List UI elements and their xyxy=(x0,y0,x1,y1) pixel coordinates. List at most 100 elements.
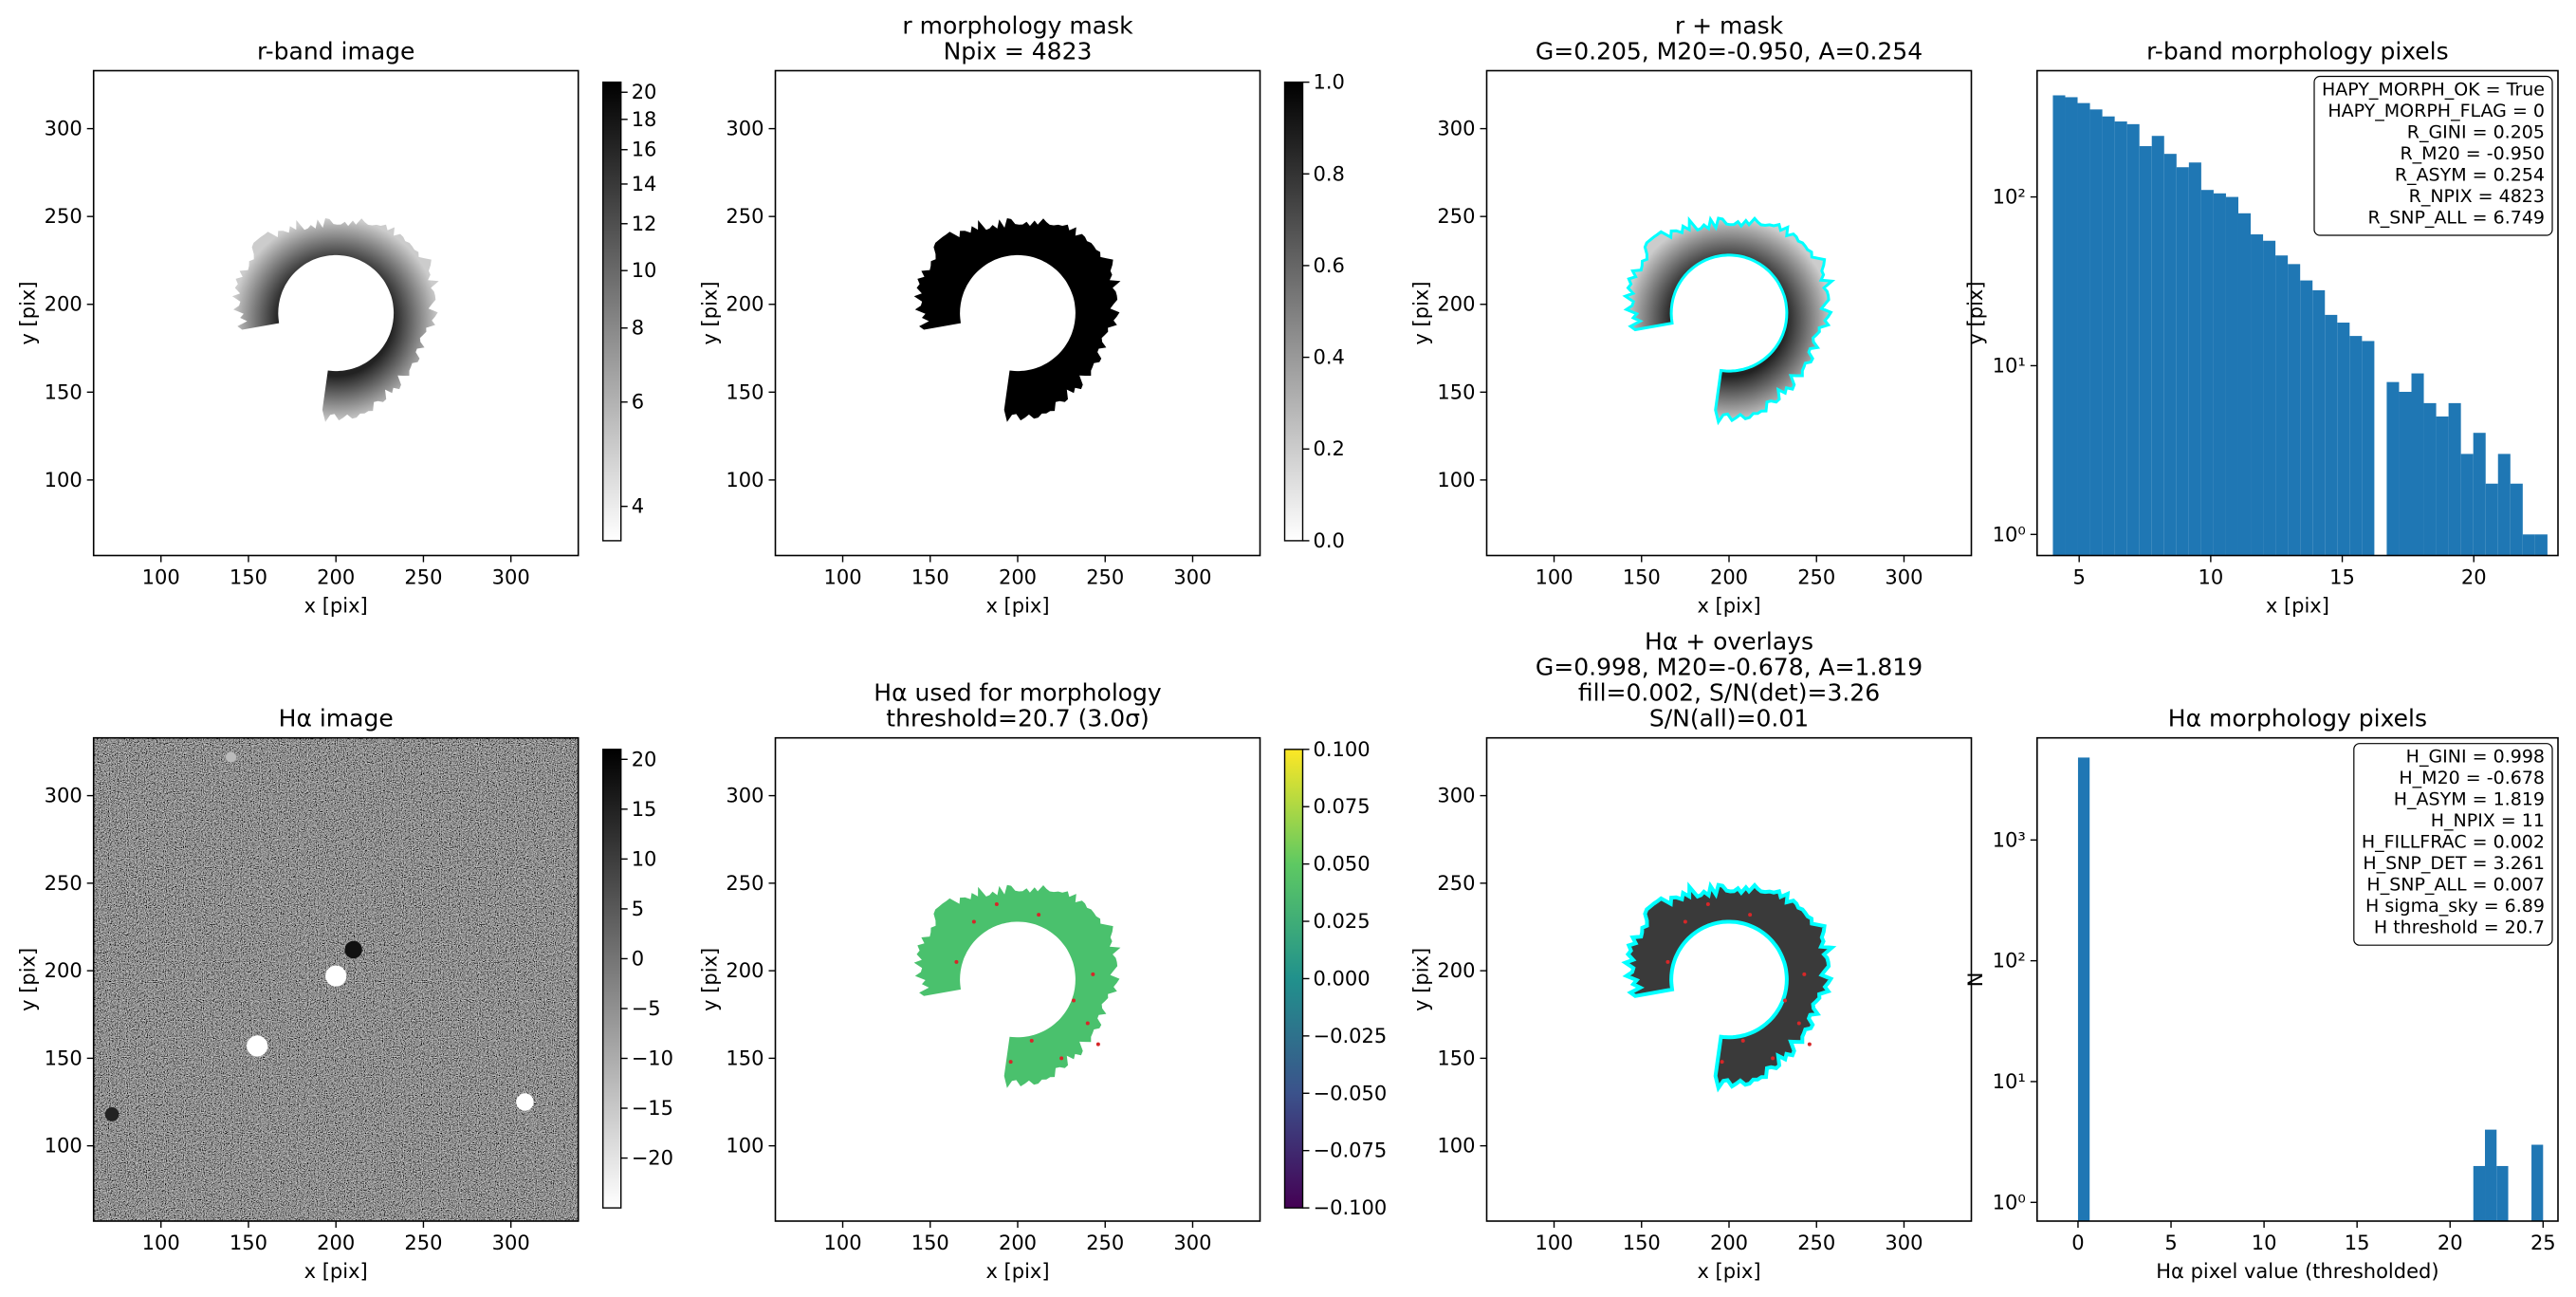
source-blob xyxy=(225,751,237,763)
hist-bar xyxy=(2349,336,2363,556)
colorbar-tick-label: 0.075 xyxy=(1314,795,1371,818)
colorbar-tick-label: −15 xyxy=(632,1097,673,1120)
stats-frame xyxy=(2313,75,2553,236)
x-tick-label: 300 xyxy=(1173,566,1211,589)
colorbar xyxy=(1283,81,1304,542)
panel-title: S/N(all)=0.01 xyxy=(1649,705,1809,732)
colorbar-tick-label: 5 xyxy=(632,898,644,920)
colorbar-tick-label: 4 xyxy=(632,495,644,518)
panel-title: r-band morphology pixels xyxy=(2146,38,2449,65)
x-tick-label: 150 xyxy=(1623,566,1661,589)
colorbar-tick-label: 8 xyxy=(632,317,644,340)
stats-line: H_M20 = -0.678 xyxy=(2399,768,2545,788)
hist-bar xyxy=(2151,136,2164,556)
source-blob xyxy=(247,1035,268,1057)
detected-pixel xyxy=(1085,1021,1090,1026)
colorbar-tick-label: 0.100 xyxy=(1314,738,1371,761)
y-tick-label: 10⁰ xyxy=(1993,523,2026,546)
stats-line: H threshold = 20.7 xyxy=(2374,917,2545,938)
stats-line: H_SNP_DET = 3.261 xyxy=(2363,853,2545,874)
detected-pixel xyxy=(1748,913,1753,917)
hist-bar xyxy=(2460,454,2474,556)
y-tick-label: 150 xyxy=(726,380,764,403)
axes-frame xyxy=(1485,736,1973,1222)
galaxy-region xyxy=(1621,880,1837,1093)
y-axis-label: y [pix] xyxy=(1410,281,1433,344)
y-tick-label: 300 xyxy=(45,785,83,807)
x-axis-label: x [pix] xyxy=(304,595,368,618)
colorbar-tick-label: 10 xyxy=(632,847,657,870)
hist-bar xyxy=(2510,483,2523,556)
hist-bar xyxy=(2251,234,2264,556)
detected-pixel xyxy=(1807,1042,1812,1047)
x-tick-label: 300 xyxy=(1173,1232,1211,1254)
colorbar-tick-label: 0.2 xyxy=(1314,437,1345,460)
colorbar-tick-label: 0.4 xyxy=(1314,346,1345,369)
source-blob xyxy=(516,1093,534,1111)
x-tick-label: 250 xyxy=(1797,566,1835,589)
x-axis-label: x [pix] xyxy=(985,1260,1049,1283)
colorbar-tick-label: −0.100 xyxy=(1314,1196,1388,1219)
stats-frame xyxy=(2353,743,2553,946)
hist-bar xyxy=(2485,483,2498,556)
hist-bar xyxy=(2386,381,2400,556)
source-blob xyxy=(325,965,347,987)
y-tick-label: 300 xyxy=(1437,785,1475,807)
x-tick-label: 10 xyxy=(2252,1232,2277,1254)
stats-line: H sigma_sky = 6.89 xyxy=(2365,896,2545,917)
detected-pixel xyxy=(1796,1021,1801,1026)
x-tick-label: 300 xyxy=(492,566,530,589)
hist-bar xyxy=(2522,534,2535,556)
colorbar-tick-label: −0.025 xyxy=(1314,1025,1388,1047)
y-tick-label: 250 xyxy=(45,872,83,895)
hist-bar xyxy=(2200,190,2214,556)
hist-bar xyxy=(2077,102,2090,556)
x-tick-label: 100 xyxy=(142,1232,180,1254)
axes-frame xyxy=(774,736,1261,1222)
colorbar-tick-label: 14 xyxy=(632,173,657,195)
stats-line: R_SNP_ALL = 6.749 xyxy=(2368,208,2546,229)
hist-bar xyxy=(2114,121,2127,556)
y-tick-label: 200 xyxy=(726,293,764,316)
x-tick-label: 100 xyxy=(823,566,861,589)
y-tick-label: 150 xyxy=(1437,1047,1475,1069)
panel-title: r morphology mask xyxy=(902,12,1133,40)
y-axis-label: y [pix] xyxy=(17,281,40,344)
y-tick-label: 100 xyxy=(45,469,83,491)
hist-bar xyxy=(2300,280,2313,556)
x-tick-label: 15 xyxy=(2345,1232,2370,1254)
y-tick-label: 200 xyxy=(1437,293,1475,316)
y-tick-label: 200 xyxy=(1437,959,1475,982)
panel-title: Hα used for morphology xyxy=(874,679,1162,707)
y-tick-label: 250 xyxy=(726,205,764,228)
hist-bar xyxy=(2312,289,2326,556)
y-tick-label: 150 xyxy=(45,380,83,403)
hist-bar xyxy=(2176,167,2189,556)
panel-title: G=0.205, M20=-0.950, A=0.254 xyxy=(1536,38,1923,65)
detected-pixel xyxy=(1705,902,1710,907)
detected-pixel xyxy=(1029,1038,1034,1043)
y-tick-label: 10³ xyxy=(1993,828,2026,851)
hist-bar xyxy=(2362,341,2375,556)
y-tick-label: 200 xyxy=(726,959,764,982)
stats-line: HAPY_MORPH_FLAG = 0 xyxy=(2328,101,2545,121)
hist-bar xyxy=(2399,391,2412,556)
y-axis-label: y [pix] xyxy=(1964,281,1987,344)
detected-pixel xyxy=(1720,1060,1724,1065)
x-tick-label: 250 xyxy=(1086,1232,1124,1254)
x-tick-label: 250 xyxy=(1086,566,1124,589)
colorbar-tick-label: 0.050 xyxy=(1314,853,1371,876)
detected-pixel xyxy=(1072,998,1076,1003)
stats-line: R_M20 = -0.950 xyxy=(2400,143,2545,164)
x-tick-label: 200 xyxy=(1710,1232,1748,1254)
detected-pixel xyxy=(1091,972,1095,976)
galaxy-region xyxy=(913,218,1121,422)
colorbar-tick-label: 0.8 xyxy=(1314,162,1345,185)
hist-bar xyxy=(2337,323,2350,556)
colorbar-tick-label: 12 xyxy=(632,213,657,235)
x-axis-label: x [pix] xyxy=(985,595,1049,618)
x-tick-label: 5 xyxy=(2072,566,2085,589)
x-tick-label: 100 xyxy=(823,1232,861,1254)
panel-title: Hα morphology pixels xyxy=(2168,705,2427,732)
y-tick-label: 300 xyxy=(726,785,764,807)
